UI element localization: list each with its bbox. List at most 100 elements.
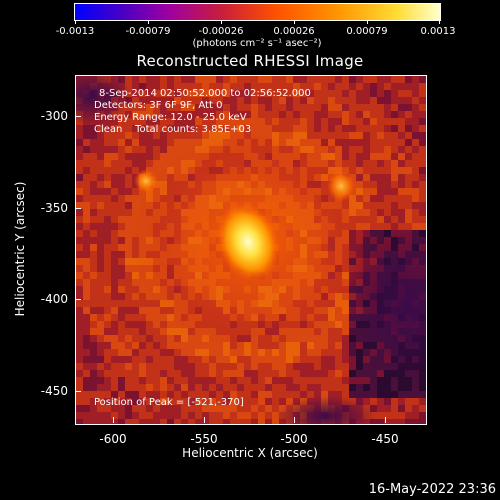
- image-pixel: [181, 377, 188, 384]
- image-pixel: [202, 384, 209, 391]
- image-pixel: [230, 412, 237, 419]
- image-pixel: [76, 209, 83, 216]
- image-pixel: [384, 146, 391, 153]
- image-pixel: [314, 97, 321, 104]
- image-pixel: [370, 90, 377, 97]
- image-pixel: [104, 293, 111, 300]
- image-pixel: [153, 160, 160, 167]
- image-pixel: [349, 146, 356, 153]
- image-pixel: [195, 377, 202, 384]
- image-pixel: [377, 97, 384, 104]
- image-pixel: [90, 230, 97, 237]
- image-pixel: [335, 153, 342, 160]
- image-pixel: [76, 342, 83, 349]
- image-pixel: [272, 349, 279, 356]
- image-pixel: [160, 153, 167, 160]
- image-pixel: [90, 314, 97, 321]
- image-pixel: [132, 76, 139, 83]
- image-pixel: [132, 321, 139, 328]
- image-pixel: [216, 398, 223, 405]
- image-pixel: [258, 384, 265, 391]
- image-pixel: [356, 132, 363, 139]
- image-pixel: [167, 90, 174, 97]
- image-pixel: [300, 356, 307, 363]
- image-pixel: [209, 384, 216, 391]
- image-pixel: [384, 384, 391, 391]
- image-pixel: [265, 363, 272, 370]
- image-pixel: [412, 139, 419, 146]
- image-pixel: [237, 398, 244, 405]
- image-pixel: [363, 76, 370, 83]
- image-pixel: [90, 237, 97, 244]
- image-pixel: [300, 349, 307, 356]
- image-pixel: [167, 146, 174, 153]
- image-pixel: [174, 342, 181, 349]
- image-pixel: [237, 104, 244, 111]
- image-pixel: [342, 342, 349, 349]
- image-pixel: [167, 384, 174, 391]
- image-pixel: [111, 342, 118, 349]
- image-pixel: [167, 139, 174, 146]
- image-pixel: [132, 167, 139, 174]
- image-pixel: [104, 167, 111, 174]
- image-pixel: [139, 146, 146, 153]
- image-pixel: [146, 314, 153, 321]
- image-pixel: [398, 118, 405, 125]
- x-tick-label: -500: [280, 432, 308, 446]
- image-pixel: [174, 118, 181, 125]
- image-pixel: [167, 111, 174, 118]
- image-pixel: [209, 363, 216, 370]
- image-pixel: [237, 111, 244, 118]
- image-pixel: [90, 258, 97, 265]
- image-pixel: [90, 209, 97, 216]
- image-pixel: [97, 244, 104, 251]
- image-pixel: [132, 139, 139, 146]
- image-pixel: [76, 202, 83, 209]
- image-pixel: [76, 286, 83, 293]
- image-pixel: [237, 419, 244, 424]
- image-pixel: [83, 209, 90, 216]
- image-pixel: [216, 356, 223, 363]
- image-pixel: [363, 153, 370, 160]
- image-pixel: [223, 391, 230, 398]
- image-pixel: [405, 181, 412, 188]
- image-pixel: [321, 342, 328, 349]
- image-pixel: [146, 398, 153, 405]
- image-pixel: [412, 111, 419, 118]
- image-pixel: [419, 83, 426, 90]
- image-pixel: [125, 174, 132, 181]
- image-pixel: [237, 97, 244, 104]
- image-pixel: [76, 384, 83, 391]
- image-pixel: [377, 90, 384, 97]
- image-pixel: [356, 76, 363, 83]
- image-pixel: [412, 153, 419, 160]
- image-pixel: [160, 377, 167, 384]
- image-pixel: [321, 132, 328, 139]
- image-pixel: [419, 384, 426, 391]
- image-pixel: [342, 349, 349, 356]
- image-pixel: [146, 419, 153, 424]
- image-pixel: [251, 90, 258, 97]
- image-pixel: [104, 398, 111, 405]
- plot-title: Reconstructed RHESSI Image: [136, 52, 364, 70]
- image-pixel: [174, 76, 181, 83]
- image-pixel: [195, 104, 202, 111]
- image-pixel: [405, 405, 412, 412]
- image-pixel: [321, 363, 328, 370]
- image-pixel: [104, 153, 111, 160]
- image-pixel: [370, 398, 377, 405]
- image-pixel: [97, 391, 104, 398]
- x-axis-title: Heliocentric X (arcsec): [182, 446, 318, 460]
- image-pixel: [97, 363, 104, 370]
- image-pixel: [384, 405, 391, 412]
- image-pixel: [111, 314, 118, 321]
- image-pixel: [398, 76, 405, 83]
- image-pixel: [118, 195, 125, 202]
- image-pixel: [83, 370, 90, 377]
- image-pixel: [342, 391, 349, 398]
- image-pixel: [83, 419, 90, 424]
- image-pixel: [251, 363, 258, 370]
- image-pixel: [153, 153, 160, 160]
- image-pixel: [272, 97, 279, 104]
- image-pixel: [223, 405, 230, 412]
